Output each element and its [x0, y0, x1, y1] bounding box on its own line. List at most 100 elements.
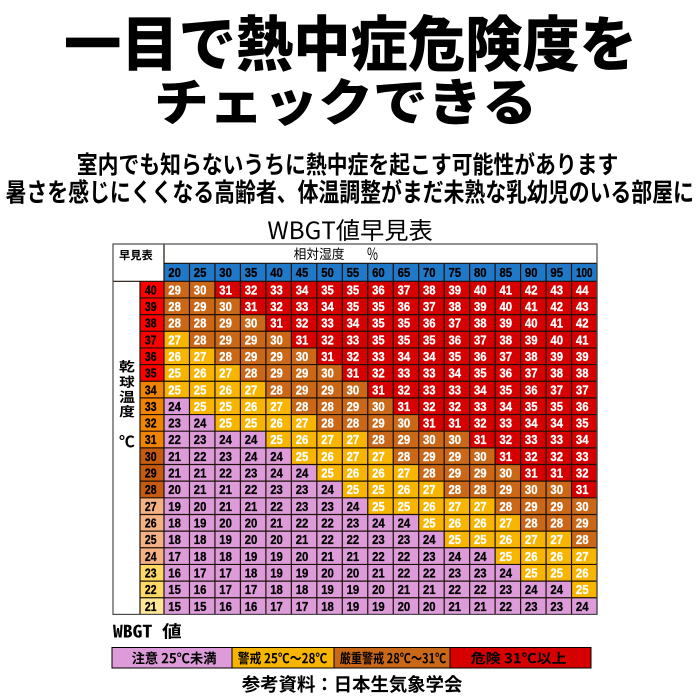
svg-text:22: 22 [449, 582, 462, 597]
svg-text:20: 20 [168, 265, 181, 280]
svg-text:29: 29 [474, 466, 487, 481]
svg-text:33: 33 [321, 316, 334, 331]
svg-text:29: 29 [245, 349, 258, 364]
svg-text:25: 25 [372, 499, 385, 514]
svg-text:29: 29 [449, 466, 462, 481]
svg-text:38: 38 [423, 282, 436, 297]
svg-text:28: 28 [423, 466, 436, 481]
svg-text:20: 20 [398, 599, 411, 614]
svg-text:25: 25 [398, 499, 411, 514]
svg-text:36: 36 [145, 349, 157, 364]
svg-text:17: 17 [245, 582, 258, 597]
svg-text:29: 29 [168, 282, 181, 297]
svg-text:34: 34 [550, 416, 563, 431]
svg-text:19: 19 [245, 549, 258, 564]
svg-text:34: 34 [449, 366, 462, 381]
svg-text:30: 30 [321, 366, 334, 381]
svg-text:25: 25 [145, 532, 157, 547]
svg-text:22: 22 [321, 532, 334, 547]
svg-text:21: 21 [245, 499, 258, 514]
svg-text:31: 31 [449, 416, 462, 431]
svg-text:35: 35 [449, 349, 462, 364]
svg-text:26: 26 [576, 566, 589, 581]
svg-text:29: 29 [398, 432, 411, 447]
svg-text:24: 24 [347, 499, 360, 514]
svg-text:35: 35 [423, 332, 436, 347]
svg-text:31: 31 [500, 449, 513, 464]
svg-text:35: 35 [372, 332, 385, 347]
svg-text:38: 38 [449, 299, 462, 314]
svg-text:21: 21 [423, 582, 436, 597]
svg-text:27: 27 [296, 416, 309, 431]
svg-text:85: 85 [500, 265, 513, 280]
svg-text:27: 27 [270, 399, 283, 414]
svg-text:35: 35 [525, 399, 538, 414]
svg-text:39: 39 [449, 282, 462, 297]
svg-text:29: 29 [525, 499, 538, 514]
svg-text:25: 25 [296, 449, 309, 464]
svg-text:37: 37 [449, 316, 462, 331]
svg-text:24: 24 [525, 582, 538, 597]
svg-text:29: 29 [270, 349, 283, 364]
svg-text:26: 26 [372, 466, 385, 481]
svg-text:18: 18 [168, 532, 181, 547]
svg-text:21: 21 [219, 482, 232, 497]
svg-text:36: 36 [525, 382, 538, 397]
svg-text:18: 18 [168, 516, 181, 531]
svg-text:27: 27 [347, 432, 360, 447]
svg-text:41: 41 [500, 282, 513, 297]
svg-text:24: 24 [270, 449, 283, 464]
svg-text:25: 25 [525, 566, 538, 581]
svg-text:35: 35 [474, 366, 487, 381]
svg-text:28: 28 [168, 316, 181, 331]
svg-text:19: 19 [270, 549, 283, 564]
svg-text:23: 23 [321, 499, 334, 514]
svg-text:38: 38 [500, 332, 513, 347]
svg-text:20: 20 [245, 516, 258, 531]
svg-text:41: 41 [550, 316, 563, 331]
svg-text:26: 26 [219, 382, 232, 397]
svg-text:21: 21 [474, 599, 487, 614]
svg-text:28: 28 [398, 449, 411, 464]
svg-text:39: 39 [550, 349, 563, 364]
svg-text:30: 30 [576, 499, 589, 514]
svg-text:28: 28 [550, 516, 563, 531]
svg-text:29: 29 [245, 332, 258, 347]
svg-text:33: 33 [423, 366, 436, 381]
svg-text:25: 25 [168, 382, 181, 397]
svg-text:27: 27 [145, 499, 157, 514]
svg-text:15: 15 [168, 599, 181, 614]
svg-text:35: 35 [321, 282, 334, 297]
svg-text:26: 26 [145, 516, 157, 531]
svg-text:33: 33 [474, 399, 487, 414]
svg-text:17: 17 [270, 599, 283, 614]
svg-text:33: 33 [296, 299, 309, 314]
svg-text:25: 25 [321, 466, 334, 481]
svg-text:33: 33 [525, 432, 538, 447]
svg-text:28: 28 [296, 399, 309, 414]
svg-text:32: 32 [576, 466, 589, 481]
svg-text:29: 29 [550, 499, 563, 514]
svg-text:41: 41 [525, 299, 538, 314]
svg-text:35: 35 [347, 299, 360, 314]
svg-text:23: 23 [296, 482, 309, 497]
svg-text:37: 37 [576, 382, 589, 397]
svg-text:30: 30 [270, 332, 283, 347]
svg-text:33: 33 [145, 399, 157, 414]
svg-text:15: 15 [168, 582, 181, 597]
svg-text:17: 17 [219, 582, 232, 597]
svg-text:21: 21 [194, 482, 207, 497]
svg-text:33: 33 [550, 432, 563, 447]
svg-text:21: 21 [321, 549, 334, 564]
svg-text:28: 28 [245, 366, 258, 381]
svg-text:29: 29 [219, 316, 232, 331]
svg-text:33: 33 [576, 449, 589, 464]
svg-text:33: 33 [423, 382, 436, 397]
svg-text:18: 18 [219, 549, 232, 564]
svg-text:18: 18 [296, 582, 309, 597]
svg-text:32: 32 [525, 449, 538, 464]
svg-text:32: 32 [500, 432, 513, 447]
svg-text:42: 42 [550, 299, 563, 314]
svg-text:27: 27 [194, 349, 207, 364]
svg-text:25: 25 [219, 399, 232, 414]
